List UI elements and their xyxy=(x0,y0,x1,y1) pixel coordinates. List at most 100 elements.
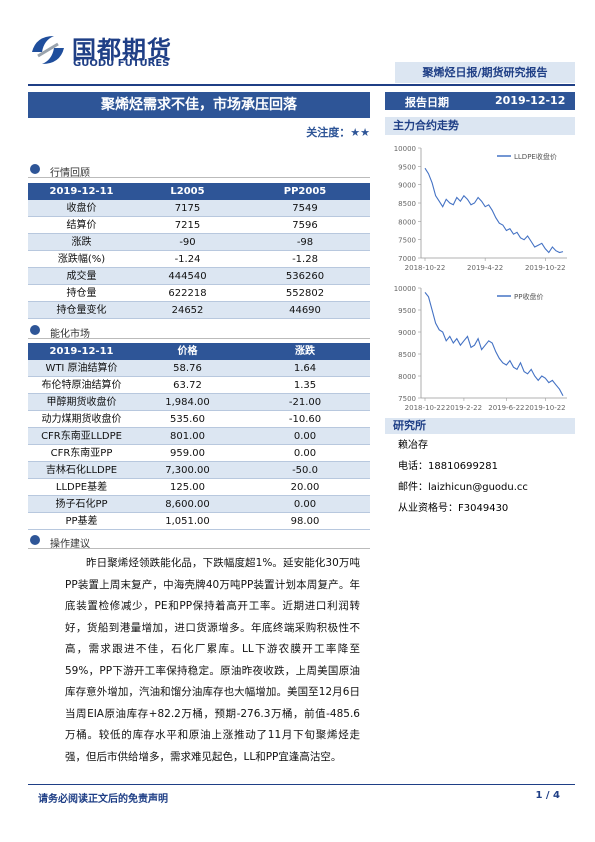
table-row xyxy=(28,496,370,513)
y-tick-label: 9000 xyxy=(398,329,416,337)
table-cell: 1.64 xyxy=(293,363,317,374)
legend-label: LLDPE收盘价 xyxy=(514,152,557,161)
table-row xyxy=(28,479,370,496)
logo-en: GUODU FUTURES xyxy=(73,58,170,69)
table-cell: -1.24 xyxy=(174,254,201,265)
table-cell: -90 xyxy=(179,237,196,248)
table-cell: 收盘价 xyxy=(66,203,97,214)
table-row xyxy=(28,251,370,268)
table-cell: 536260 xyxy=(285,271,325,282)
table-cell: 20.00 xyxy=(290,482,320,493)
x-tick-label: 2019-2-22 xyxy=(446,404,482,412)
table-cell: 布伦特原油结算价 xyxy=(41,380,122,391)
y-tick-label: 9500 xyxy=(398,307,416,315)
table-cell: 7,300.00 xyxy=(165,465,210,476)
date-value: 2019-12-12 xyxy=(495,94,566,107)
chart-section-heading: 主力合约走势 xyxy=(385,117,575,135)
table-cell: WTI 原油结算价 xyxy=(45,363,118,374)
section-heading: 能化市场 xyxy=(50,329,90,340)
table-cell: 7596 xyxy=(292,220,318,231)
table-row xyxy=(28,268,370,285)
table-cell: LLDPE基差 xyxy=(55,482,108,493)
table-cell: 甲醇期货收盘价 xyxy=(46,397,117,408)
table-cell: 552802 xyxy=(285,288,325,299)
table-cell: 结算价 xyxy=(66,220,97,231)
table-row xyxy=(28,302,370,319)
table-cell: 涨跌幅(%) xyxy=(57,254,106,265)
table-cell: -10.60 xyxy=(288,414,322,425)
legend-label: PP收盘价 xyxy=(514,292,543,301)
x-tick-label: 2019-10-22 xyxy=(525,264,566,272)
table-cell: 125.00 xyxy=(170,482,205,493)
table-cell: 1,984.00 xyxy=(165,397,210,408)
date-label: 报告日期 xyxy=(405,96,449,109)
table-cell: 7549 xyxy=(292,203,318,214)
table-cell: 扬子石化PP xyxy=(55,499,108,510)
section-icon xyxy=(30,325,40,335)
y-tick-label: 7500 xyxy=(398,237,416,245)
table-cell: 吉林石化LLDPE xyxy=(45,465,118,476)
table-cell: 0.00 xyxy=(293,499,317,510)
x-tick-label: 2019-10-22 xyxy=(525,404,566,412)
table-row xyxy=(28,462,370,479)
table-cell: 7215 xyxy=(174,220,201,231)
research-heading: 研究所 xyxy=(385,418,575,434)
table-cell: 58.76 xyxy=(173,363,202,374)
series-line xyxy=(424,167,564,254)
table-row xyxy=(28,217,370,234)
y-tick-label: 9000 xyxy=(398,182,416,190)
section-icon xyxy=(30,164,40,174)
table-cell: 0.00 xyxy=(293,448,317,459)
table-cell: 98.00 xyxy=(290,516,320,527)
table-cell: PP基差 xyxy=(65,516,98,527)
section-icon xyxy=(30,535,40,545)
header-cell: 涨跌 xyxy=(295,346,315,357)
table-cell: 535.60 xyxy=(170,414,205,425)
table-row xyxy=(28,234,370,251)
x-tick-label: 2019-4-22 xyxy=(467,264,503,272)
y-tick-label: 7000 xyxy=(398,255,416,263)
table-cell: 622218 xyxy=(168,288,207,299)
table-cell: 持仓量 xyxy=(66,288,97,299)
logo-icon xyxy=(32,36,64,64)
table-cell: CFR东南亚PP xyxy=(50,448,113,459)
table-cell: -50.0 xyxy=(292,465,318,476)
table-row xyxy=(28,394,370,411)
table-row xyxy=(28,285,370,302)
y-tick-label: 10000 xyxy=(394,285,416,293)
y-tick-label: 8000 xyxy=(398,373,416,381)
table-cell: -98 xyxy=(296,237,314,248)
series-line xyxy=(424,292,564,397)
table-cell: 1.35 xyxy=(293,380,317,391)
y-tick-label: 8500 xyxy=(398,351,416,359)
table-row xyxy=(28,377,370,394)
header-cell: PP2005 xyxy=(283,186,327,197)
table-cell: 动力煤期货收盘价 xyxy=(41,414,122,425)
table-row xyxy=(28,411,370,428)
table-header xyxy=(28,343,370,360)
report-type: 聚烯烃日报/期货研究报告 xyxy=(395,62,575,83)
x-tick-label: 2018-10-22 xyxy=(405,264,446,272)
advice-text: 昨日聚烯烃领跌能化品，下跌幅度超1%。延安能化30万吨PP装置上周末复产，中海壳… xyxy=(65,557,360,763)
table-cell: 444540 xyxy=(168,271,207,282)
table-row xyxy=(28,360,370,377)
header-cell: L2005 xyxy=(170,186,205,197)
y-tick-label: 9500 xyxy=(398,163,416,171)
report-title: 聚烯烃需求不佳，市场承压回落 xyxy=(28,92,370,118)
table-cell: 63.72 xyxy=(173,380,202,391)
table-cell: 1,051.00 xyxy=(165,516,210,527)
footer-rule xyxy=(28,784,575,785)
table-cell: 持仓量变化 xyxy=(56,305,107,316)
header-cell: 2019-12-11 xyxy=(49,346,114,357)
table-cell: 959.00 xyxy=(170,448,205,459)
section-heading: 操作建议 xyxy=(50,539,90,550)
table-row xyxy=(28,445,370,462)
table-cell: 801.00 xyxy=(170,431,205,442)
y-tick-label: 7500 xyxy=(398,395,416,403)
analyst: 赖冶存 xyxy=(398,440,428,451)
chart: 7000 7500 8000 8500 9000 9500 10000 2018-10-22 2… xyxy=(394,145,567,272)
y-tick-label: 8500 xyxy=(398,200,416,208)
table-cell: 44690 xyxy=(289,305,321,316)
table-row xyxy=(28,428,370,445)
